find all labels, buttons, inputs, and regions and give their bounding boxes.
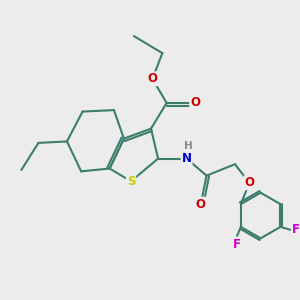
Text: F: F [232,238,241,250]
Text: S: S [127,175,135,188]
Text: F: F [292,223,300,236]
Text: H: H [184,141,192,151]
Text: O: O [147,72,158,85]
Text: O: O [196,198,206,211]
Text: O: O [244,176,254,189]
Text: N: N [182,152,192,165]
Text: O: O [190,97,200,110]
